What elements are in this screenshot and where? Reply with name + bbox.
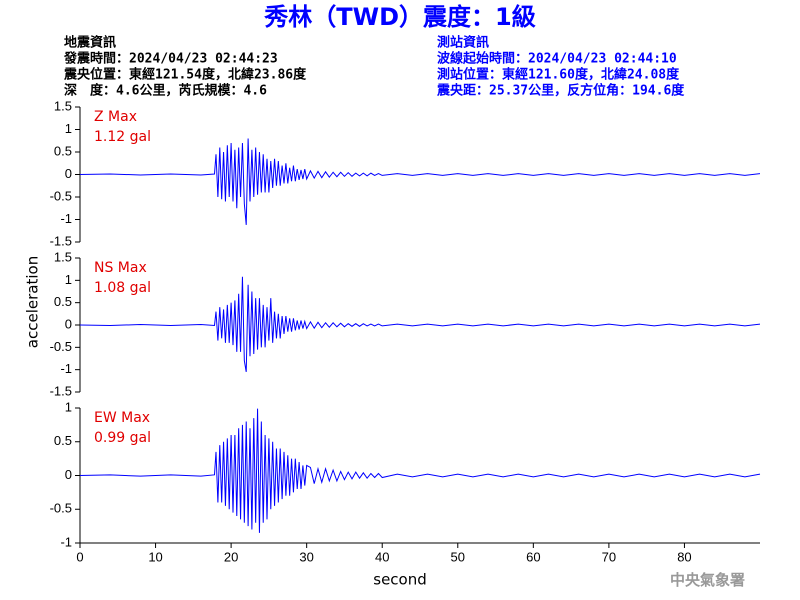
y-tick-label: -1 [60, 534, 72, 549]
x-tick-label: 30 [299, 549, 313, 564]
x-tick-label: 60 [526, 549, 540, 564]
info-line: 發震時間：2024/04/23 02:44:23 [63, 51, 278, 67]
x-axis-label: second [373, 571, 427, 589]
y-tick-label: -1 [60, 361, 72, 376]
y-tick-label: -0.5 [50, 339, 72, 354]
panel-label: NS Max [94, 260, 147, 276]
info-line: 測站位置：東經121.60度，北緯24.08度 [437, 67, 680, 83]
x-tick-label: 50 [451, 549, 465, 564]
info-line: 震央位置：東經121.54度，北緯23.86度 [63, 67, 307, 83]
footer: 中央氣象署 [670, 571, 745, 589]
x-tick-label: 10 [148, 549, 162, 564]
y-tick-label: 0.5 [54, 143, 72, 158]
y-tick-label: -1 [60, 211, 72, 226]
x-tick-label: 80 [677, 549, 691, 564]
y-axis-label: acceleration [24, 256, 42, 348]
max-label: 0.99 gal [94, 430, 151, 446]
y-tick-label: -1.5 [50, 383, 72, 398]
info-line: 測站資訊 [437, 35, 489, 51]
x-tick-label: 20 [224, 549, 238, 564]
max-label: 1.12 gal [94, 129, 151, 145]
y-tick-label: -1.5 [50, 233, 72, 248]
y-tick-label: 1 [65, 272, 72, 287]
waveform [79, 408, 761, 533]
y-tick-label: 1.5 [54, 98, 72, 113]
info-line: 地震資訊 [64, 35, 116, 51]
info-line: 震央距：25.37公里，反方位角：194.6度 [436, 83, 685, 99]
x-tick-label: 0 [76, 549, 83, 564]
y-tick-label: 0.5 [54, 294, 72, 309]
y-tick-label: 0 [65, 316, 72, 331]
panel-label: Z Max [94, 109, 137, 125]
y-tick-label: -0.5 [50, 501, 72, 516]
y-tick-label: -0.5 [50, 188, 72, 203]
title: 秀林（TWD）震度：1級 [263, 3, 535, 31]
x-tick-label: 70 [602, 549, 616, 564]
y-tick-label: 1 [65, 399, 72, 414]
y-tick-label: 0 [65, 467, 72, 482]
max-label: 1.08 gal [94, 280, 151, 296]
x-tick-label: 40 [375, 549, 389, 564]
panel-label: EW Max [94, 410, 150, 426]
waveform [79, 138, 761, 225]
y-tick-label: 0.5 [54, 433, 72, 448]
y-tick-label: 1 [65, 121, 72, 136]
y-tick-label: 0 [65, 166, 72, 181]
info-line: 深 度：4.6公里，芮氏規模：4.6 [64, 83, 267, 99]
y-tick-label: 1.5 [54, 249, 72, 264]
waveform [79, 276, 761, 372]
info-line: 波線起始時間：2024/04/23 02:44:10 [437, 51, 677, 67]
